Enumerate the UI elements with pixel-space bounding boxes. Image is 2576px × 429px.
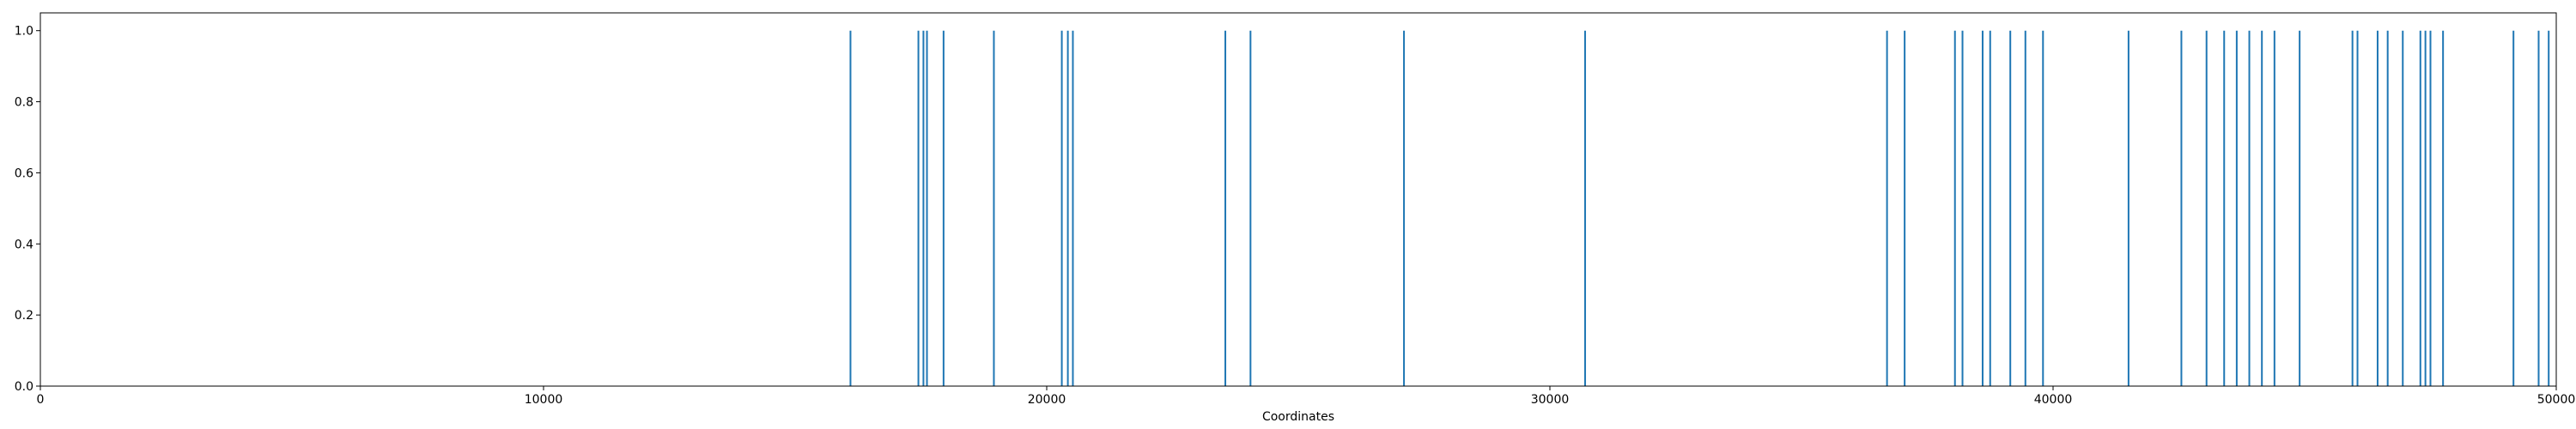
x-tick-label: 20000 bbox=[1028, 393, 1066, 407]
x-tick-label: 40000 bbox=[2034, 393, 2073, 407]
plot-frame bbox=[39, 12, 2557, 387]
x-tick-label: 0 bbox=[37, 393, 45, 407]
y-tick-label: 0.0 bbox=[15, 380, 33, 394]
y-tick-label: 0.8 bbox=[15, 96, 33, 110]
y-tick-label: 0.6 bbox=[15, 166, 33, 180]
y-tick-label: 0.2 bbox=[15, 309, 33, 323]
y-tick-label: 1.0 bbox=[15, 25, 33, 39]
x-tick-label: 30000 bbox=[1531, 393, 1570, 407]
y-tick-label: 0.4 bbox=[15, 238, 33, 251]
bars-group bbox=[849, 30, 2550, 386]
x-axis-ticks: 0 10000 20000 30000 40000 50000 bbox=[37, 386, 2576, 407]
x-tick-label: 10000 bbox=[525, 393, 563, 407]
plot-area bbox=[40, 13, 2556, 386]
x-tick-label: 50000 bbox=[2537, 393, 2576, 407]
x-axis-label: Coordinates bbox=[1262, 410, 1334, 424]
y-axis-ticks: 0.0 0.2 0.4 0.6 0.8 1.0 bbox=[15, 25, 40, 394]
